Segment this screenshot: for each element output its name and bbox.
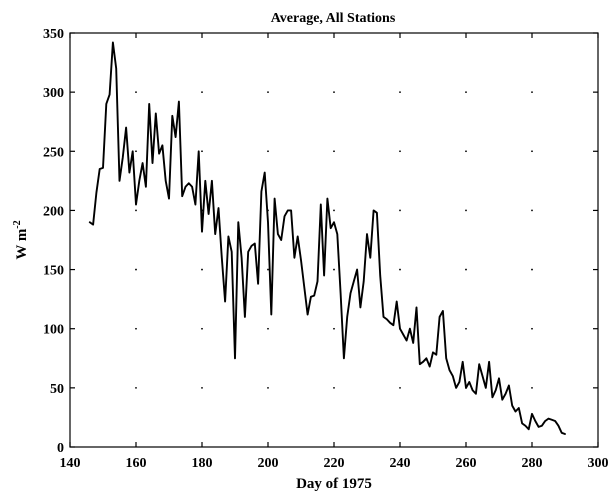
grid-dot — [201, 268, 203, 271]
grid-dot — [531, 150, 533, 153]
grid-dot — [333, 150, 335, 153]
grid-dot — [135, 91, 137, 94]
grid-dot — [399, 91, 401, 94]
y-tick-labels: 0 50 100 150 200 250 300 350 — [43, 27, 64, 456]
x-tick-label: 280 — [522, 456, 543, 471]
y-tick-label: 150 — [43, 264, 64, 279]
grid-dot — [399, 268, 401, 271]
grid-dot — [135, 386, 137, 389]
x-tick-label: 260 — [456, 456, 477, 471]
x-tick-label: 140 — [60, 456, 81, 471]
grid-dot — [531, 386, 533, 389]
grid-dot — [531, 209, 533, 212]
grid-dot — [333, 268, 335, 271]
y-tick-label: 300 — [43, 86, 64, 101]
y-tick-label: 100 — [43, 323, 64, 338]
x-axis-label: Day of 1975 — [296, 476, 372, 492]
y-tick-label: 50 — [50, 382, 64, 397]
grid-dot — [267, 150, 269, 153]
grid-dot — [531, 327, 533, 330]
y-tick-label: 250 — [43, 145, 64, 160]
grid-dot — [267, 268, 269, 271]
x-tick-label: 160 — [126, 456, 147, 471]
grid-dot — [333, 386, 335, 389]
series-line-all-stations — [88, 41, 566, 435]
grid-dot — [267, 386, 269, 389]
y-tick-label: 350 — [43, 27, 64, 42]
x-tick-label: 180 — [192, 456, 213, 471]
grid-dot — [465, 327, 467, 330]
chart-title: Average, All Stations — [271, 11, 396, 26]
grid-dot — [135, 327, 137, 330]
grid-dot — [201, 91, 203, 94]
y-axis-label-superscript: -2 — [12, 220, 23, 228]
y-axis-label-main: W m — [14, 228, 30, 259]
plot-frame — [69, 32, 599, 448]
grid-dot — [135, 268, 137, 271]
x-tick-labels: 140 160 180 200 220 240 260 280 300 — [60, 456, 609, 471]
grid-dot — [201, 386, 203, 389]
y-tick-label: 0 — [57, 441, 64, 456]
grid-dot — [201, 327, 203, 330]
grid-dot — [399, 386, 401, 389]
x-tick-label: 300 — [588, 456, 609, 471]
grid-dot — [333, 327, 335, 330]
x-tick-label: 220 — [324, 456, 345, 471]
grid-dot — [465, 268, 467, 271]
grid-dot — [399, 150, 401, 153]
grid-dot — [135, 209, 137, 212]
y-tick-label: 200 — [43, 204, 64, 219]
y-axis-label: W m-2 — [12, 220, 30, 259]
grid-dot — [267, 91, 269, 94]
grid-dot — [399, 209, 401, 212]
grid-dot — [201, 150, 203, 153]
grid-dot — [465, 91, 467, 94]
grid-dot — [531, 91, 533, 94]
grid-dot — [135, 150, 137, 153]
axis-ticks — [69, 32, 599, 448]
x-tick-label: 240 — [390, 456, 411, 471]
grid-dot — [465, 209, 467, 212]
grid-dot — [267, 327, 269, 330]
grid-dots — [135, 91, 533, 389]
grid-dot — [333, 91, 335, 94]
grid-dot — [333, 209, 335, 212]
x-tick-label: 200 — [258, 456, 279, 471]
grid-dot — [531, 268, 533, 271]
svg-text:W m-2: W m-2 — [12, 220, 30, 259]
grid-dot — [465, 150, 467, 153]
